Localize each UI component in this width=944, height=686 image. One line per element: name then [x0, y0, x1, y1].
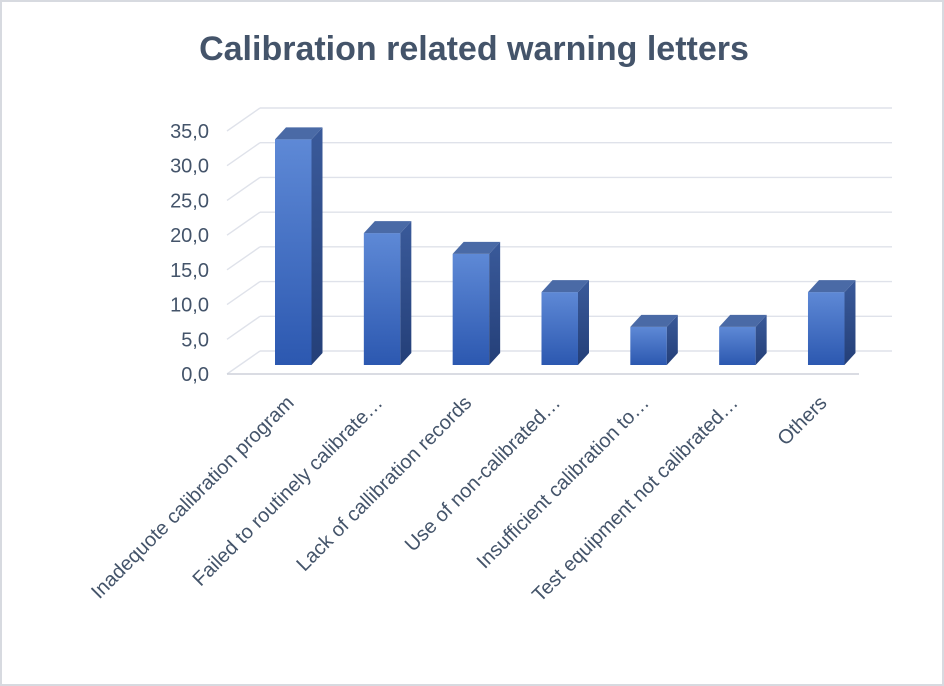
bar-top-face: [719, 314, 767, 327]
category-label: Use of non-calibrated…: [401, 392, 565, 556]
y-axis-tick-label: 15,0: [170, 260, 209, 282]
category-label: Lack of callibration records: [292, 392, 476, 576]
bar-top-face: [363, 221, 412, 234]
chart-title: Calibration related warning letters: [199, 30, 749, 68]
category-label: Insufficient calibration to…: [473, 392, 654, 573]
bar-side-face: [400, 221, 412, 365]
bar-front-face: [363, 233, 401, 365]
bar-front-face: [452, 253, 490, 365]
bar-side-face: [844, 280, 856, 365]
bar-side-face: [755, 314, 767, 365]
bar-front-face: [719, 326, 756, 365]
y-axis-labels: 0,0 5,0 10,0 15,0 20,0 25,0 30,0 35,0: [170, 121, 209, 386]
gridline-diagonal: [226, 280, 261, 306]
bar-3: [541, 280, 589, 365]
gridline-diagonal: [226, 176, 261, 201]
bar-top-face: [630, 314, 678, 327]
y-axis-tick-label: 5,0: [181, 329, 209, 351]
y-axis-tick-label: 0,0: [181, 364, 209, 386]
bar-6: [807, 280, 856, 365]
bar-side-face: [311, 127, 323, 365]
gridline-diagonal: [226, 107, 261, 132]
gridline-diagonal: [226, 315, 261, 340]
gridline-diagonal: [226, 142, 261, 167]
bar-top-face: [541, 280, 589, 293]
bar-top-face: [807, 280, 856, 293]
gridline-diagonal: [226, 246, 261, 271]
bar-2: [452, 241, 501, 365]
y-axis-tick-label: 10,0: [170, 295, 209, 317]
bar-front-face: [541, 292, 578, 365]
bar-front-face: [275, 139, 312, 365]
gridline-diagonal: [226, 350, 261, 375]
y-axis-tick-label: 35,0: [170, 121, 209, 143]
bars: [275, 127, 856, 365]
y-axis-tick-label: 30,0: [170, 156, 209, 178]
bar-front-face: [630, 326, 667, 365]
bar-side-face: [489, 241, 501, 365]
bar-side-face: [577, 280, 589, 365]
bar-5: [719, 314, 767, 365]
bar-0: [275, 127, 323, 365]
category-label: Others: [774, 392, 832, 450]
bar-side-face: [666, 314, 678, 365]
y-axis-tick-label: 20,0: [170, 225, 209, 247]
category-label: Failed to routinely calibrate…: [189, 392, 388, 591]
y-axis-tick-label: 25,0: [170, 190, 209, 212]
bar-top-face: [275, 127, 323, 140]
bar-1: [363, 221, 412, 365]
bar-top-face: [452, 241, 501, 254]
bar-front-face: [807, 292, 845, 365]
gridline-diagonal: [226, 211, 261, 236]
bar-4: [630, 314, 678, 365]
